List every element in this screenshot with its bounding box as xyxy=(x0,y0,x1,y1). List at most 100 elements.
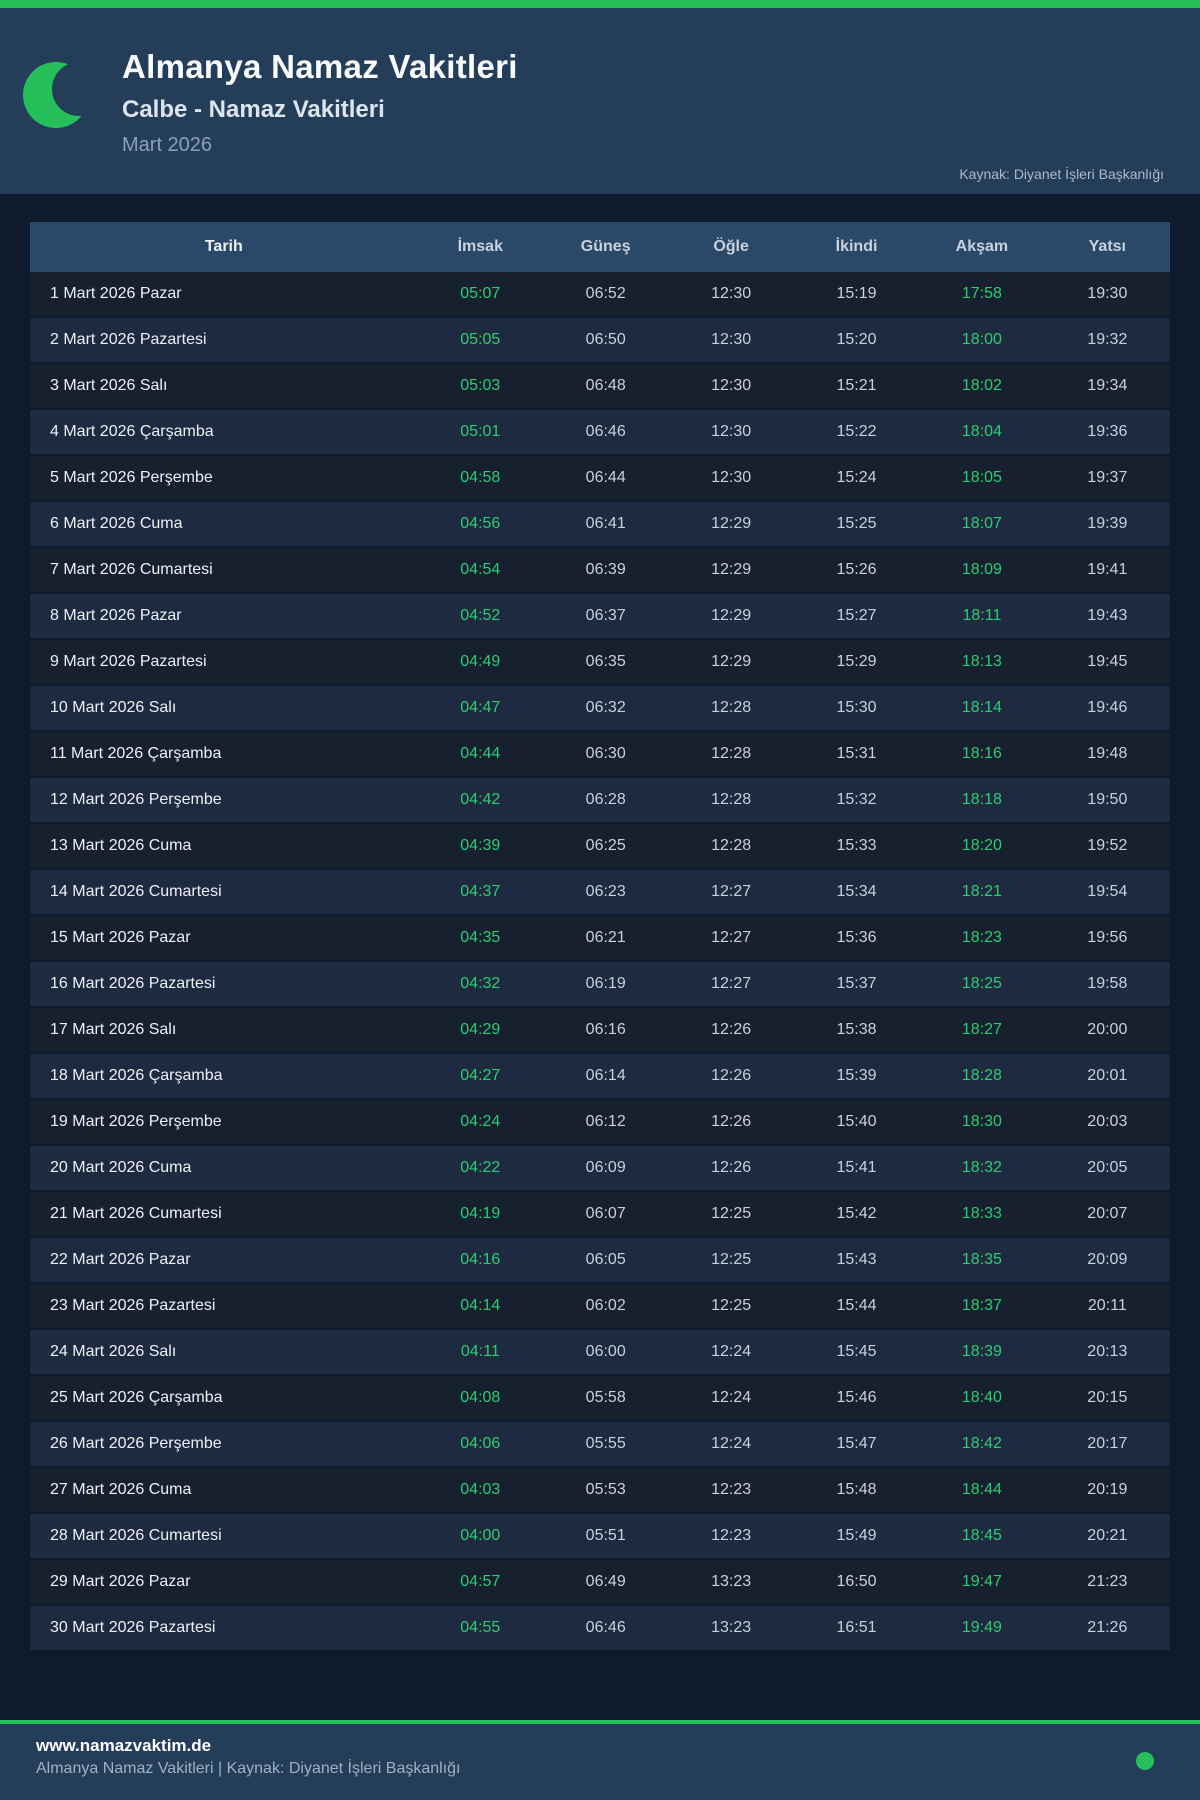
ogle-time-cell: 12:27 xyxy=(711,883,752,900)
aksam-time-cell: 18:09 xyxy=(961,561,1002,578)
imsak-time-cell: 04:32 xyxy=(460,975,501,992)
date-cell: 8 Mart 2026 Pazar xyxy=(50,607,182,624)
ikindi-time-cell: 15:27 xyxy=(836,607,877,624)
table-row: 4 Mart 2026 Çarşamba 05:01 06:46 12:30 1… xyxy=(30,410,1170,456)
imsak-time-cell: 04:52 xyxy=(460,607,501,624)
ogle-time-cell: 12:30 xyxy=(711,377,752,394)
aksam-time-cell: 18:20 xyxy=(961,837,1002,854)
gunes-time-cell: 06:12 xyxy=(585,1113,626,1130)
table-body: 1 Mart 2026 Pazar 05:07 06:52 12:30 15:1… xyxy=(30,272,1170,1652)
footer-attribution: Almanya Namaz Vakitleri | Kaynak: Diyane… xyxy=(36,1760,461,1777)
table-row: 8 Mart 2026 Pazar 04:52 06:37 12:29 15:2… xyxy=(30,594,1170,640)
ikindi-time-cell: 15:41 xyxy=(836,1159,877,1176)
source-attribution: Kaynak: Diyanet İşleri Başkanlığı xyxy=(959,166,1164,182)
top-accent-bar xyxy=(0,0,1200,8)
ikindi-time-cell: 15:38 xyxy=(836,1021,877,1038)
imsak-time-cell: 04:14 xyxy=(460,1297,501,1314)
table-row: 21 Mart 2026 Cumartesi 04:19 06:07 12:25… xyxy=(30,1192,1170,1238)
ogle-time-cell: 12:27 xyxy=(711,929,752,946)
ogle-time-cell: 13:23 xyxy=(711,1573,752,1590)
table-row: 24 Mart 2026 Salı 04:11 06:00 12:24 15:4… xyxy=(30,1330,1170,1376)
ikindi-time-cell: 15:26 xyxy=(836,561,877,578)
gunes-time-cell: 06:07 xyxy=(585,1205,626,1222)
table-row: 12 Mart 2026 Perşembe 04:42 06:28 12:28 … xyxy=(30,778,1170,824)
date-cell: 21 Mart 2026 Cumartesi xyxy=(50,1205,222,1222)
imsak-time-cell: 05:07 xyxy=(460,285,501,302)
ogle-time-cell: 12:29 xyxy=(711,653,752,670)
gunes-time-cell: 06:50 xyxy=(585,331,626,348)
yatsi-time-cell: 19:41 xyxy=(1087,561,1128,578)
aksam-time-cell: 19:49 xyxy=(961,1619,1002,1636)
imsak-time-cell: 04:44 xyxy=(460,745,501,762)
imsak-time-cell: 04:49 xyxy=(460,653,501,670)
page-footer: www.namazvaktim.de Almanya Namaz Vakitle… xyxy=(0,1724,1200,1800)
aksam-time-cell: 18:33 xyxy=(961,1205,1002,1222)
date-cell: 27 Mart 2026 Cuma xyxy=(50,1481,192,1498)
ogle-time-cell: 12:24 xyxy=(711,1435,752,1452)
imsak-time-cell: 04:03 xyxy=(460,1481,501,1498)
ikindi-time-cell: 15:31 xyxy=(836,745,877,762)
table-row: 15 Mart 2026 Pazar 04:35 06:21 12:27 15:… xyxy=(30,916,1170,962)
yatsi-time-cell: 19:48 xyxy=(1087,745,1128,762)
ikindi-time-cell: 16:51 xyxy=(836,1619,877,1636)
column-header-imsak: İmsak xyxy=(457,238,503,255)
table-row: 10 Mart 2026 Salı 04:47 06:32 12:28 15:3… xyxy=(30,686,1170,732)
aksam-time-cell: 18:13 xyxy=(961,653,1002,670)
table-row: 20 Mart 2026 Cuma 04:22 06:09 12:26 15:4… xyxy=(30,1146,1170,1192)
ikindi-time-cell: 16:50 xyxy=(836,1573,877,1590)
ogle-time-cell: 12:23 xyxy=(711,1527,752,1544)
imsak-time-cell: 04:08 xyxy=(460,1389,501,1406)
aksam-time-cell: 18:00 xyxy=(961,331,1002,348)
ogle-time-cell: 12:25 xyxy=(711,1251,752,1268)
ogle-time-cell: 12:29 xyxy=(711,561,752,578)
date-cell: 13 Mart 2026 Cuma xyxy=(50,837,192,854)
table-row: 6 Mart 2026 Cuma 04:56 06:41 12:29 15:25… xyxy=(30,502,1170,548)
ikindi-time-cell: 15:44 xyxy=(836,1297,877,1314)
aksam-time-cell: 18:05 xyxy=(961,469,1002,486)
yatsi-time-cell: 19:36 xyxy=(1087,423,1128,440)
imsak-time-cell: 04:00 xyxy=(460,1527,501,1544)
yatsi-time-cell: 21:26 xyxy=(1087,1619,1128,1636)
date-cell: 1 Mart 2026 Pazar xyxy=(50,285,182,302)
column-header-yatsi: Yatsı xyxy=(1088,238,1126,255)
table-row: 3 Mart 2026 Salı 05:03 06:48 12:30 15:21… xyxy=(30,364,1170,410)
ogle-time-cell: 12:25 xyxy=(711,1297,752,1314)
ogle-time-cell: 12:29 xyxy=(711,515,752,532)
table-row: 30 Mart 2026 Pazartesi 04:55 06:46 13:23… xyxy=(30,1606,1170,1652)
date-cell: 30 Mart 2026 Pazartesi xyxy=(50,1619,216,1636)
date-cell: 23 Mart 2026 Pazartesi xyxy=(50,1297,216,1314)
gunes-time-cell: 05:58 xyxy=(585,1389,626,1406)
imsak-time-cell: 05:05 xyxy=(460,331,501,348)
ikindi-time-cell: 15:22 xyxy=(836,423,877,440)
date-cell: 25 Mart 2026 Çarşamba xyxy=(50,1389,223,1406)
aksam-time-cell: 18:25 xyxy=(961,975,1002,992)
footer-site-url: www.namazvaktim.de xyxy=(36,1736,212,1755)
yatsi-time-cell: 19:37 xyxy=(1087,469,1128,486)
footer-accent-line xyxy=(0,1720,1200,1724)
gunes-time-cell: 06:48 xyxy=(585,377,626,394)
ikindi-time-cell: 15:24 xyxy=(836,469,877,486)
yatsi-time-cell: 19:56 xyxy=(1087,929,1128,946)
ogle-time-cell: 12:24 xyxy=(711,1389,752,1406)
imsak-time-cell: 04:57 xyxy=(460,1573,501,1590)
table-row: 14 Mart 2026 Cumartesi 04:37 06:23 12:27… xyxy=(30,870,1170,916)
gunes-time-cell: 06:28 xyxy=(585,791,626,808)
aksam-time-cell: 18:14 xyxy=(961,699,1002,716)
aksam-time-cell: 18:30 xyxy=(961,1113,1002,1130)
date-cell: 16 Mart 2026 Pazartesi xyxy=(50,975,216,992)
yatsi-time-cell: 19:34 xyxy=(1087,377,1128,394)
imsak-time-cell: 04:39 xyxy=(460,837,501,854)
table-row: 9 Mart 2026 Pazartesi 04:49 06:35 12:29 … xyxy=(30,640,1170,686)
table-row: 22 Mart 2026 Pazar 04:16 06:05 12:25 15:… xyxy=(30,1238,1170,1284)
date-cell: 6 Mart 2026 Cuma xyxy=(50,515,183,532)
gunes-time-cell: 06:44 xyxy=(585,469,626,486)
gunes-time-cell: 05:51 xyxy=(585,1527,626,1544)
yatsi-time-cell: 19:45 xyxy=(1087,653,1128,670)
date-cell: 17 Mart 2026 Salı xyxy=(50,1021,177,1038)
ogle-time-cell: 12:29 xyxy=(711,607,752,624)
aksam-time-cell: 18:45 xyxy=(961,1527,1002,1544)
ikindi-time-cell: 15:43 xyxy=(836,1251,877,1268)
table-header-row: Tarih İmsak Güneş Öğle İkindi Akşam Yats… xyxy=(30,222,1170,272)
date-cell: 19 Mart 2026 Perşembe xyxy=(50,1113,222,1130)
yatsi-time-cell: 19:50 xyxy=(1087,791,1128,808)
